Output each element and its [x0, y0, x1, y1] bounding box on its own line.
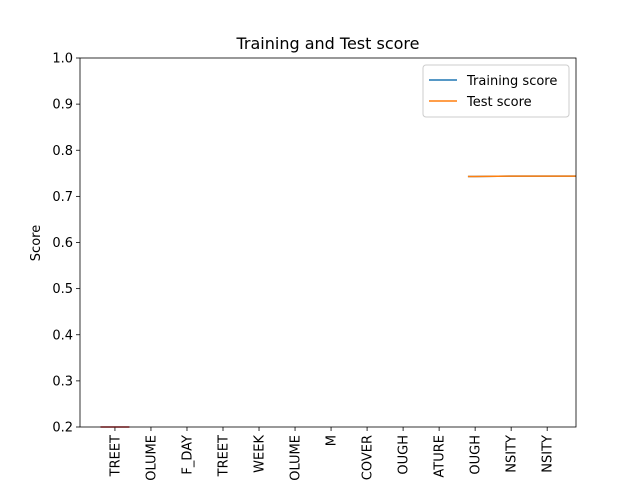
legend-label: Training score [466, 74, 557, 89]
x-tick-label: COVER [361, 435, 376, 480]
x-tick-label: TREET [217, 435, 232, 477]
plot-frame [79, 57, 577, 428]
x-tick-label: OLUME [289, 435, 304, 480]
x-tick-label: OUGH [397, 435, 412, 475]
y-tick-label: 1.0 [52, 52, 73, 67]
x-tick-label: OUGH [469, 435, 484, 475]
legend-box [422, 64, 570, 118]
y-tick-label: 0.8 [52, 144, 73, 159]
x-tick-label: ATURE [433, 435, 448, 478]
y-tick-label: 0.3 [52, 374, 73, 389]
x-tick-label: F_DAY [180, 435, 195, 475]
chart-title: Training and Test score [236, 34, 420, 53]
y-tick-label: 0.7 [52, 190, 73, 205]
y-tick-label: 0.5 [52, 282, 73, 297]
y-tick-label: 0.4 [52, 328, 73, 343]
legend-label: Test score [466, 95, 532, 110]
x-tick-label: NSITY [505, 435, 520, 473]
y-tick-label: 0.9 [52, 98, 73, 113]
x-tick-label: NSITY [541, 435, 556, 473]
y-tick-label: 0.2 [52, 421, 73, 436]
x-tick-label: WEEK [253, 435, 268, 473]
y-tick-label: 0.6 [52, 236, 73, 251]
x-tick-label: OLUME [144, 435, 159, 480]
x-tick-label: TREET [108, 435, 123, 477]
x-tick-label: M [325, 435, 340, 446]
y-axis-label: Score [29, 225, 44, 261]
